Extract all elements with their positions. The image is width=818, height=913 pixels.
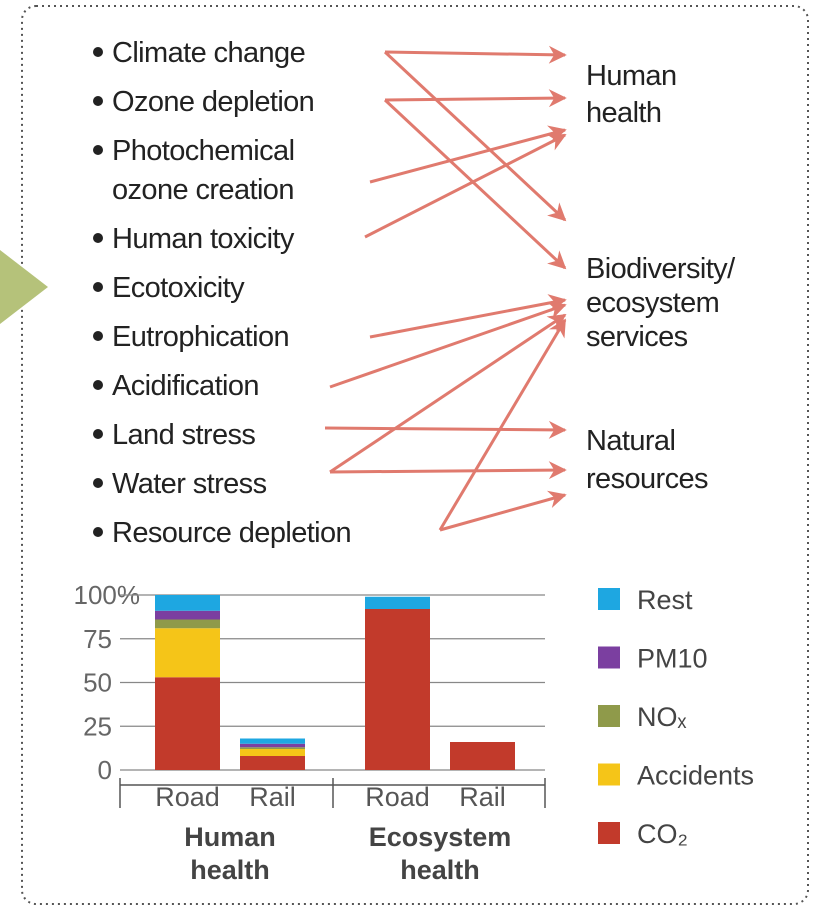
bar-segment <box>365 609 430 770</box>
y-tick-label: 50 <box>83 668 112 698</box>
y-tick-label: 25 <box>83 711 112 741</box>
legend-swatch <box>598 646 620 669</box>
arrow <box>384 45 567 64</box>
legend-label: PM10 <box>637 644 708 674</box>
arrow <box>329 301 567 389</box>
legend-label: Accidents <box>637 761 754 791</box>
bullet <box>93 282 103 292</box>
group-label: health <box>400 855 480 885</box>
legend-label: NOₓ <box>637 702 687 732</box>
bar-segment <box>365 596 430 609</box>
legend-swatch <box>598 763 620 786</box>
group-label: Ecosystem <box>369 822 512 852</box>
arrow <box>384 89 567 108</box>
x-tick-label: Road <box>365 782 430 812</box>
arrows <box>324 45 567 532</box>
bullet <box>93 527 103 537</box>
bullet <box>93 380 103 390</box>
impact-label: Resource depletion <box>112 517 351 549</box>
impact-label: Human toxicity <box>112 223 295 255</box>
group-label: Human <box>184 822 276 852</box>
legend-swatch <box>598 588 620 610</box>
arrow <box>383 98 567 270</box>
bar-segment <box>155 677 220 770</box>
endpoint-label: Human <box>586 60 677 92</box>
endpoint-label: services <box>586 321 688 353</box>
x-tick-label: Rail <box>459 782 506 812</box>
bar-segment <box>240 756 305 770</box>
bullet <box>93 478 103 488</box>
y-tick-label: 75 <box>83 624 112 654</box>
bullet <box>93 233 103 243</box>
group-label: health <box>190 855 270 885</box>
arrow <box>324 420 567 439</box>
arrow <box>329 461 567 480</box>
arrow <box>364 133 567 239</box>
arrow <box>329 313 567 474</box>
endpoint-label: Natural <box>586 425 675 457</box>
bar-segment <box>450 742 515 770</box>
frame <box>21 5 809 905</box>
impact-label: Climate change <box>112 37 305 69</box>
legend-label: Rest <box>637 585 693 615</box>
arrow <box>383 50 567 222</box>
legend-label: CO₂ <box>637 819 688 849</box>
impact-label: Photochemical <box>112 135 294 167</box>
bullet <box>93 429 103 439</box>
bar-segment <box>240 738 305 744</box>
arrow <box>369 125 567 184</box>
legend-swatch <box>598 822 620 844</box>
endpoint-label: ecosystem <box>586 287 719 319</box>
bullet <box>93 331 103 341</box>
bullet <box>93 145 103 155</box>
bar-segment <box>155 628 220 678</box>
arrow <box>438 318 567 531</box>
impact-label: Acidification <box>112 370 259 402</box>
endpoint-label: health <box>586 97 661 129</box>
legend-swatch <box>598 705 620 727</box>
bar-segment <box>240 747 305 749</box>
x-axis <box>119 778 546 808</box>
impact-label: Eutrophication <box>112 321 289 353</box>
bar-segment <box>155 610 220 620</box>
impact-label: Water stress <box>112 468 267 500</box>
x-tick-label: Rail <box>249 782 296 812</box>
arrow <box>369 294 567 339</box>
x-tick-label: Road <box>155 782 220 812</box>
arrow <box>439 490 567 532</box>
impact-label: ozone creation <box>112 174 294 206</box>
impact-label: Land stress <box>112 419 255 451</box>
bullet <box>93 47 103 57</box>
bar-segment <box>240 743 305 748</box>
y-tick-label: 0 <box>98 755 112 785</box>
pointer-triangle <box>0 250 48 324</box>
bar-segment <box>240 749 305 756</box>
impact-label: Ozone depletion <box>112 86 314 118</box>
impact-label: Ecotoxicity <box>112 272 245 304</box>
bullet <box>93 96 103 106</box>
endpoint-label: resources <box>586 463 708 495</box>
endpoint-label: Biodiversity/ <box>586 253 736 285</box>
bar-segment <box>155 595 220 611</box>
bar-segment <box>155 619 220 629</box>
